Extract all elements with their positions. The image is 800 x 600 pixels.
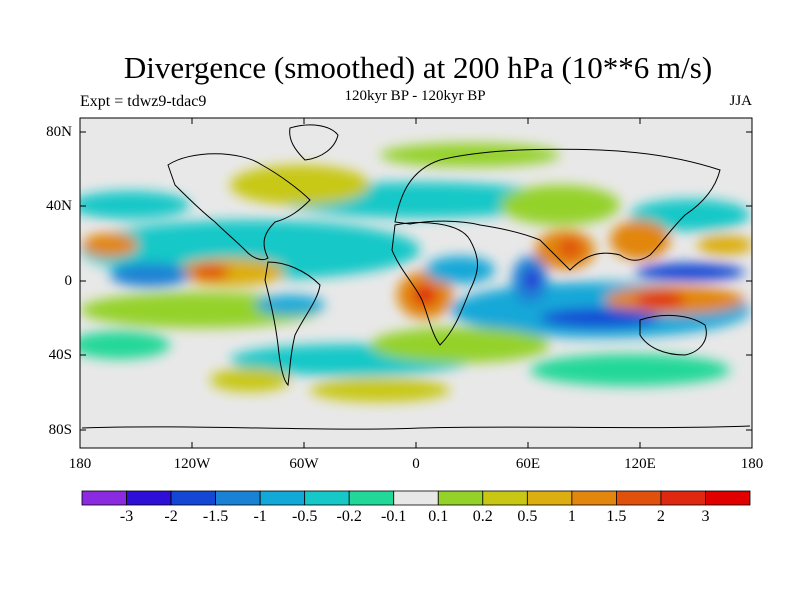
colorbar-box	[126, 490, 172, 506]
colorbar	[81, 490, 751, 506]
west-pacific-date-line-positive	[82, 233, 138, 257]
colorbar-box	[304, 490, 350, 506]
colorbar-label: -3	[119, 508, 134, 525]
lon-tick-60e: 60E	[515, 456, 541, 472]
colorbar-box	[616, 490, 662, 506]
west-pacific-negative	[635, 263, 745, 281]
colorbar-label: 2	[656, 508, 665, 525]
colorbar-box	[571, 490, 617, 506]
central-africa-negative	[425, 256, 495, 284]
divergence-field	[80, 118, 752, 448]
colorbar-label: -2	[164, 508, 178, 525]
lat-tick-0: 0	[64, 273, 73, 289]
lat-tick-80s: 80S	[48, 422, 72, 438]
central-pacific-negative	[110, 263, 190, 287]
south-indian-negative	[540, 308, 660, 328]
colorbar-label: -0.5	[291, 508, 318, 525]
colorbar-box	[482, 490, 528, 506]
lat-tick-80n: 80N	[46, 124, 72, 140]
lon-tick-120e: 120E	[624, 456, 656, 472]
experiment-label: Expt = tdwz9-tdac9	[80, 93, 207, 110]
maritime-continent-max	[635, 292, 685, 308]
africa-coast	[391, 222, 478, 346]
indian-ocean-min	[525, 270, 539, 290]
colorbar-label: 1	[567, 508, 576, 525]
west-pacific-north-positive	[697, 235, 752, 255]
colorbar-label: 0.1	[428, 508, 449, 525]
lat-tick-40n: 40N	[46, 198, 72, 214]
coastlines	[81, 124, 751, 430]
india-max	[558, 238, 582, 258]
greenland-coast	[289, 124, 339, 161]
lat-tick-40s: 40S	[48, 347, 72, 363]
colorbar-label: 0.5	[517, 508, 538, 525]
north-america-coast	[167, 153, 311, 261]
colorbar-label: -0.1	[381, 508, 407, 525]
southern-ocean-band	[530, 354, 730, 386]
colorbar-box	[437, 490, 484, 506]
colorbar-box	[526, 490, 573, 506]
australia-coast	[639, 315, 707, 356]
south-america-negative	[255, 295, 325, 315]
africa-max	[413, 285, 437, 305]
antarctica-coast	[81, 425, 751, 430]
south-indian-band	[370, 327, 550, 363]
south-subpolar-positive	[310, 378, 450, 402]
colorbar-label: 3	[701, 508, 710, 525]
eurasia-coast	[394, 148, 721, 271]
south-america-coast	[264, 261, 321, 387]
colorbar-box	[348, 490, 395, 506]
colorbar-box	[393, 490, 439, 506]
colorbar-box	[660, 490, 706, 506]
lon-tick-0: 0	[412, 456, 420, 472]
colorbar-label: -1	[253, 508, 267, 525]
lon-tick-180-west: 180	[68, 456, 92, 472]
east-pacific-max	[190, 264, 230, 280]
lon-tick-60w: 60W	[289, 456, 319, 472]
lon-tick-120w: 120W	[173, 456, 211, 472]
arctic-positive	[380, 143, 560, 167]
south-america-positive	[210, 368, 290, 392]
colorbar-box	[81, 490, 127, 506]
north-atlantic-positive	[230, 165, 370, 205]
map-title: Divergence (smoothed) at 200 hPa (10**6 …	[123, 50, 713, 85]
colorbar-box	[215, 490, 261, 506]
lon-tick-180-east: 180	[740, 456, 764, 472]
colorbar-label: -1.5	[202, 508, 229, 525]
east-asia-positive	[610, 220, 670, 260]
colorbar-box	[170, 490, 216, 506]
north-pacific-east-negative	[630, 199, 750, 231]
axis-ticks	[80, 118, 752, 448]
colorbar-label: 1.5	[606, 508, 627, 525]
colorbar-box	[259, 490, 306, 506]
season-label: JJA	[729, 93, 752, 109]
colorbar-label: 0.2	[472, 508, 493, 525]
asia-band	[500, 185, 620, 225]
colorbar-label: -0.2	[336, 508, 362, 525]
south-pacific-west-band	[80, 331, 170, 359]
colorbar-box	[705, 490, 751, 506]
map-subtitle: 120kyr BP - 120kyr BP	[344, 88, 486, 104]
north-pacific-negative	[80, 191, 190, 219]
